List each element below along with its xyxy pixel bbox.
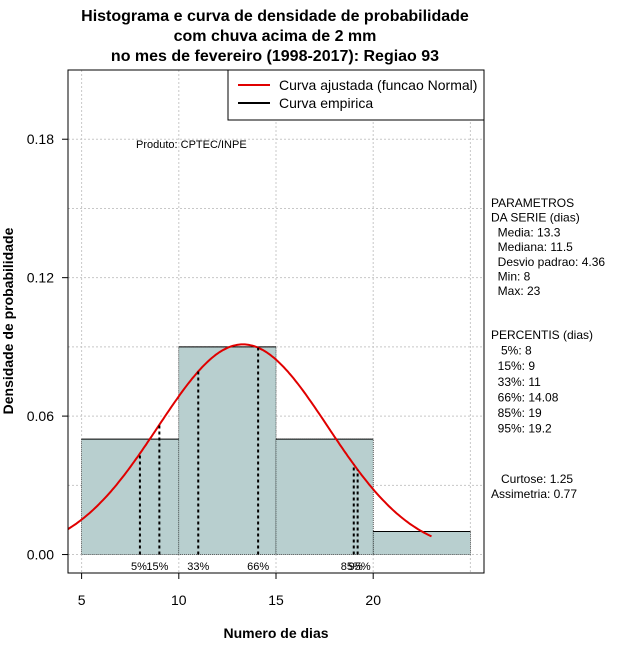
percentile-lines: 5% 15% 33% 66% 85%95%: [131, 347, 371, 573]
legend-label-fit: Curva ajustada (funcao Normal): [279, 77, 477, 93]
product-annotation: Produto: CPTEC/INPE: [136, 139, 247, 151]
y-axis: 0.00 0.06 0.12 0.18: [27, 131, 68, 563]
percentile-label: 33%: [187, 561, 209, 573]
parametros-line: Mediana: 11.5: [491, 240, 573, 254]
chart-title: Histograma e curva de densidade de proba…: [81, 8, 469, 65]
legend: Curva ajustada (funcao Normal) Curva emp…: [227, 69, 485, 121]
x-tick-label: 10: [171, 592, 187, 608]
histogram-bar: [372, 531, 471, 555]
y-tick-label: 0.18: [27, 131, 54, 147]
percentile-label: 85%: [341, 561, 363, 573]
stats-line: Curtose: 1.25: [491, 472, 573, 486]
percentis-line: 85%: 19: [491, 406, 542, 420]
y-axis-label: Densidade de probabilidade: [0, 227, 16, 414]
parametros-line: DA SERIE (dias): [491, 211, 580, 225]
parametros-line: Max: 23: [491, 284, 541, 298]
parametros-line: Desvio padrao: 4.36: [491, 255, 605, 269]
percentis-line: PERCENTIS (dias): [491, 328, 593, 342]
x-tick-label: 15: [268, 592, 284, 608]
percentis-line: 15%: 9: [491, 359, 535, 373]
y-tick-label: 0.12: [27, 270, 54, 286]
normal-fit-curve: [67, 343, 432, 538]
percentile-label: 15%: [146, 561, 168, 573]
percentile-label: 95%: [349, 561, 371, 573]
parametros-line: PARAMETROS: [491, 196, 574, 210]
title-line-3: no mes de fevereiro (1998-2017): Regiao …: [111, 48, 439, 65]
legend-box: [227, 69, 485, 121]
y-tick-label: 0.06: [27, 408, 54, 424]
stats-line: Assimetria: 0.77: [491, 487, 577, 501]
percentile-label: 66%: [247, 561, 269, 573]
percentis-line: 5%: 8: [491, 344, 532, 358]
legend-label-empirical: Curva empirica: [279, 95, 373, 111]
x-tick-label: 5: [78, 592, 86, 608]
title-line-1: Histograma e curva de densidade de proba…: [81, 8, 469, 25]
y-tick-label: 0.00: [27, 547, 54, 563]
x-axis: 5 10 15 20: [78, 573, 381, 608]
x-axis-label: Numero de dias: [223, 625, 328, 641]
parametros-line: Media: 13.3: [491, 225, 561, 239]
percentis-line: 66%: 14.08: [491, 390, 559, 404]
histogram-bar: [81, 438, 180, 555]
x-tick-label: 20: [365, 592, 381, 608]
percentis-line: 95%: 19.2: [491, 422, 552, 436]
histogram-bar: [275, 438, 374, 555]
parametros-line: Min: 8: [491, 270, 531, 284]
title-line-2: com chuva acima de 2 mm: [174, 28, 377, 45]
percentis-line: 33%: 11: [491, 375, 541, 389]
percentile-label: 5%: [131, 561, 147, 573]
